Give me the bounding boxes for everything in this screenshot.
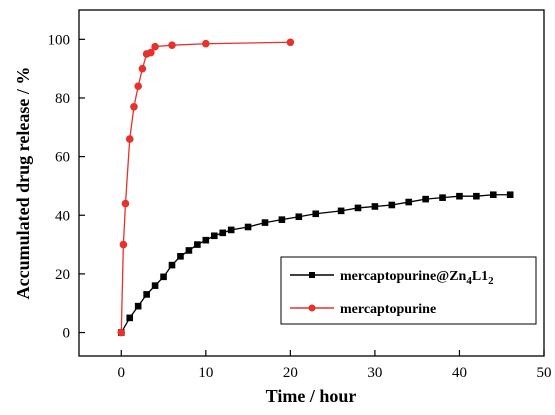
series-2-point	[147, 48, 155, 57]
series-2-point	[119, 240, 128, 249]
legend: mercaptopurine@Zn4L12 mercaptopurine	[280, 256, 537, 325]
series-2-point	[202, 39, 210, 48]
series-1-point	[126, 314, 134, 322]
x-tick-label: 40	[452, 365, 467, 381]
series-2-point	[168, 41, 176, 49]
series-2-point	[134, 82, 142, 91]
series-1-point	[244, 223, 252, 231]
y-tick-label: 100	[48, 32, 71, 48]
y-tick-label: 0	[63, 326, 71, 342]
series-1-point	[422, 195, 429, 203]
y-axis-title: Accumulated drug release / %	[13, 67, 33, 300]
legend-label-series-1-sub2: 2	[488, 275, 494, 287]
legend-label-series-1: mercaptopurine@Zn4L12	[340, 269, 494, 287]
series-2-line	[120, 41, 291, 333]
series-2-point	[121, 199, 130, 208]
series-1-point	[405, 198, 413, 206]
axis-ticks: 0 10 20 30 40 50 0 20 40 60 80 100	[48, 32, 552, 381]
series-2-point	[286, 38, 295, 47]
x-tick-label: 50	[537, 365, 552, 381]
legend-label-series-1-main: mercaptopurine@Zn	[340, 269, 467, 284]
series-2-point	[138, 64, 147, 73]
series-1-point	[227, 226, 235, 234]
series-1-point	[202, 236, 210, 244]
series-2-point	[117, 328, 126, 337]
series-1-point	[168, 261, 176, 269]
x-tick-label: 10	[198, 365, 213, 381]
series-1-point	[439, 194, 446, 201]
y-tick-label: 20	[55, 267, 70, 283]
series-1-point	[160, 273, 167, 281]
series-2-point	[125, 135, 134, 143]
series-1-point	[134, 302, 142, 310]
plot-frame	[78, 9, 545, 357]
legend-label-series-1-mid: L1	[472, 269, 488, 284]
series-1-point	[337, 207, 345, 215]
x-axis-title: Time / hour	[266, 386, 357, 406]
y-tick-label: 80	[55, 91, 70, 107]
series-1-point	[210, 232, 218, 240]
series-1-point	[354, 204, 362, 212]
series-1-point	[456, 192, 463, 200]
series-1-point	[261, 219, 269, 226]
series-1-point	[177, 253, 184, 260]
x-tick-label: 30	[367, 365, 382, 381]
legend-marker-series-2	[308, 304, 316, 312]
series-1-point	[473, 192, 480, 200]
legend-box	[280, 256, 537, 325]
legend-label-series-2: mercaptopurine	[340, 302, 436, 317]
x-tick-label: 0	[118, 365, 126, 381]
legend-marker-series-1	[309, 272, 315, 278]
series-1-point	[219, 229, 227, 237]
series-2-point	[130, 102, 138, 111]
series-1-point	[388, 201, 396, 209]
series-1-point	[312, 210, 320, 218]
series-layer	[117, 38, 514, 337]
legend-label-series-1-sub1: 4	[466, 275, 472, 287]
series-1-point	[371, 203, 379, 210]
series-1-point	[151, 282, 159, 289]
series-1-point	[506, 191, 514, 199]
series-1-point	[278, 216, 286, 223]
series-1-point	[489, 191, 497, 199]
x-tick-label: 20	[283, 365, 298, 381]
y-tick-label: 60	[55, 150, 70, 166]
series-2-point	[151, 42, 159, 51]
series-1-point	[295, 213, 303, 221]
series-1-point	[185, 247, 193, 254]
y-tick-label: 40	[55, 208, 70, 224]
series-1-point	[143, 291, 150, 298]
series-1-point	[194, 241, 201, 248]
